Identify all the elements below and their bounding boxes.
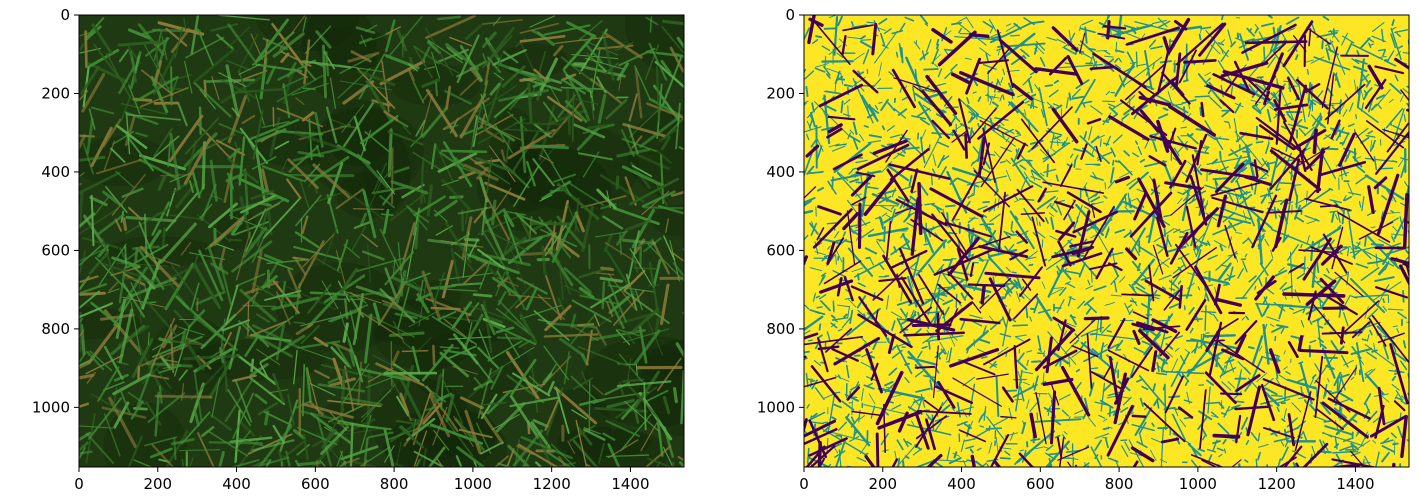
x-tick-label: 800 (380, 475, 409, 493)
x-tick-label: 200 (143, 475, 172, 493)
x-tick-label: 200 (868, 475, 897, 493)
right-mask-panel: 0 200 400 600 800 1000 1200 1400 0 200 400 600 800 10… (757, 6, 1410, 493)
x-tick-label: 600 (301, 475, 330, 493)
x-tick-label: 1400 (611, 475, 649, 493)
x-tick-label: 400 (947, 475, 976, 493)
grass-photo-image (79, 15, 684, 467)
x-tick-label: 600 (1026, 475, 1055, 493)
x-tick-label: 1000 (1179, 475, 1217, 493)
x-tick-label: 1200 (1258, 475, 1296, 493)
y-tick-label: 600 (766, 241, 795, 259)
x-tick-label: 400 (222, 475, 251, 493)
y-tick-label: 800 (766, 320, 795, 338)
y-tick-label: 200 (766, 84, 795, 102)
y-tick-label: 1000 (757, 398, 795, 416)
y-tick-label: 600 (41, 241, 70, 259)
left-image-panel: 0 200 400 600 800 1000 1200 1400 0 200 400 600 800 10… (32, 6, 685, 493)
grass-mask-image (804, 15, 1409, 467)
y-tick-label: 400 (41, 163, 70, 181)
axes-frame (803, 14, 1410, 468)
x-tick-label: 1400 (1336, 475, 1374, 493)
y-tick-label: 200 (41, 84, 70, 102)
x-tick-label: 1200 (533, 475, 571, 493)
y-tick-label: 0 (785, 6, 795, 24)
y-tick-label: 400 (766, 163, 795, 181)
y-tick-label: 1000 (32, 398, 70, 416)
x-tick-label: 800 (1105, 475, 1134, 493)
x-tick-label: 1000 (454, 475, 492, 493)
x-tick-label: 0 (74, 475, 84, 493)
x-tick-label: 0 (799, 475, 809, 493)
axes-frame (78, 14, 685, 468)
y-tick-label: 0 (60, 6, 70, 24)
y-tick-label: 800 (41, 320, 70, 338)
